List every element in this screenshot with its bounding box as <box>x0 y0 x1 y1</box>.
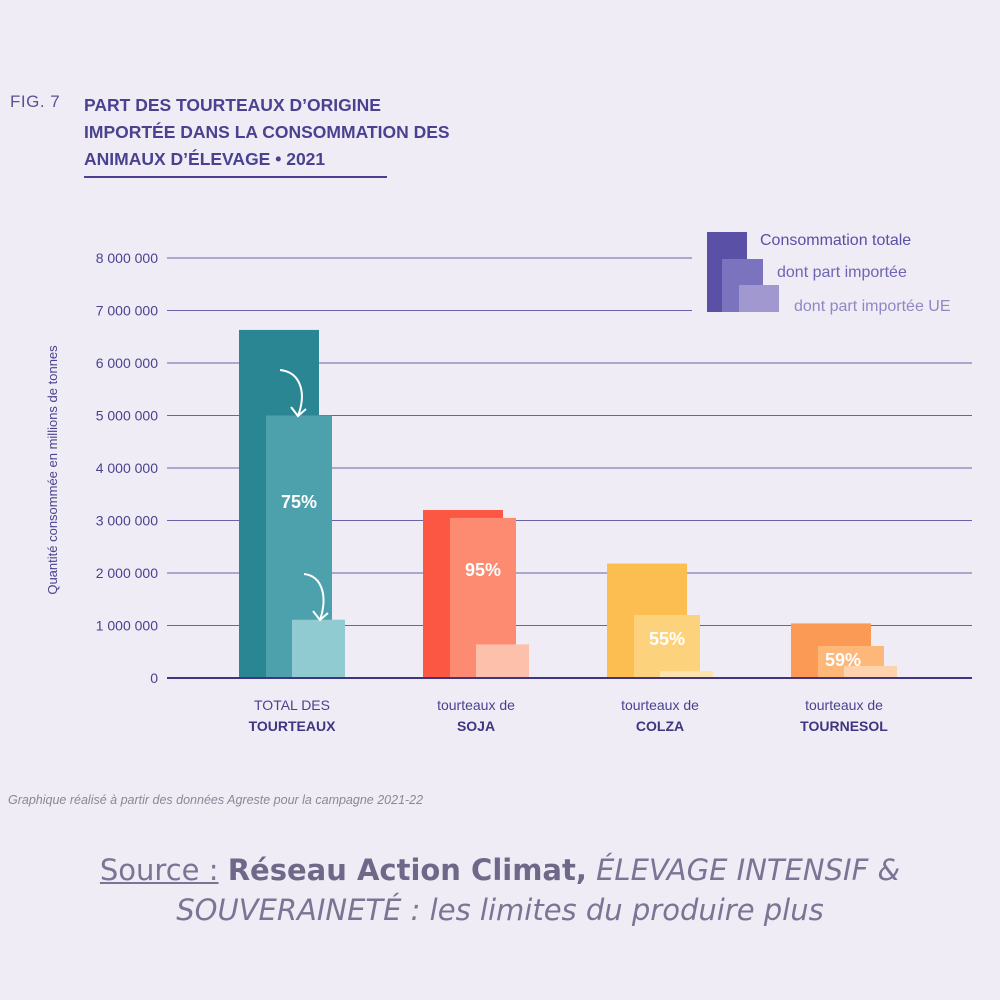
percentage-label: 95% <box>465 560 501 580</box>
y-tick-label: 7 000 000 <box>96 303 158 319</box>
curved-arrow <box>279 369 303 417</box>
percentage-label: 55% <box>649 629 685 649</box>
category-label-line2: TOURTEAUX <box>249 718 337 734</box>
curved-arrow <box>303 573 325 621</box>
data-note: Graphique réalisé à partir des données A… <box>8 793 424 807</box>
bar-chart: 0 1 000 000 2 000 000 3 000 000 4 000 000 5 0… <box>45 232 972 734</box>
y-tick-label: 1 000 000 <box>96 618 158 634</box>
source-organization: Réseau Action Climat, <box>227 853 587 887</box>
source-label: Source : <box>99 853 219 887</box>
y-axis-label: Quantité consommée en millions de tonnes <box>45 345 60 595</box>
source-title-line2: SOUVERAINETÉ : les limites du produire p… <box>176 893 824 927</box>
category-label-line2: TOURNESOL <box>800 718 888 734</box>
source-citation: Source : Réseau Action Climat, ÉLEVAGE I… <box>0 850 1000 930</box>
category-label-line2: COLZA <box>636 718 684 734</box>
percentage-label: 75% <box>281 492 317 512</box>
y-tick-label: 8 000 000 <box>96 250 158 266</box>
category-label-line1: TOTAL DES <box>254 697 330 713</box>
y-tick-label: 0 <box>150 670 158 686</box>
category-label-line1: tourteaux de <box>437 697 515 713</box>
arrow-head <box>290 406 307 418</box>
bar-imported-eu <box>844 665 897 678</box>
source-title-line1: ÉLEVAGE INTENSIF & <box>596 853 901 887</box>
bar-imported <box>634 615 700 678</box>
y-tick-label: 3 000 000 <box>96 513 158 529</box>
category-label-line1: tourteaux de <box>805 697 883 713</box>
arrow-head <box>312 610 329 622</box>
y-tick-label: 6 000 000 <box>96 355 158 371</box>
y-tick-label: 4 000 000 <box>96 460 158 476</box>
figure-title: PART DES TOURTEAUX D’ORIGINE IMPORTÉE DA… <box>84 95 450 169</box>
category-label-line1: tourteaux de <box>621 697 699 713</box>
legend-swatch-imported-eu <box>739 285 779 312</box>
y-tick-label: 5 000 000 <box>96 408 158 424</box>
figure-number: FIG. 7 <box>10 92 61 111</box>
category-label-line2: SOJA <box>457 718 495 734</box>
legend-entry: dont part importée UE <box>794 298 951 315</box>
legend-entry: Consommation totale <box>760 232 911 249</box>
bar-imported-eu <box>292 619 345 678</box>
percentage-label: 59% <box>825 650 861 670</box>
y-tick-label: 2 000 000 <box>96 565 158 581</box>
legend-entry: dont part importée <box>777 264 907 281</box>
bar-imported-eu <box>660 671 713 678</box>
title-underline <box>84 176 387 178</box>
bar-imported-eu <box>476 644 529 678</box>
